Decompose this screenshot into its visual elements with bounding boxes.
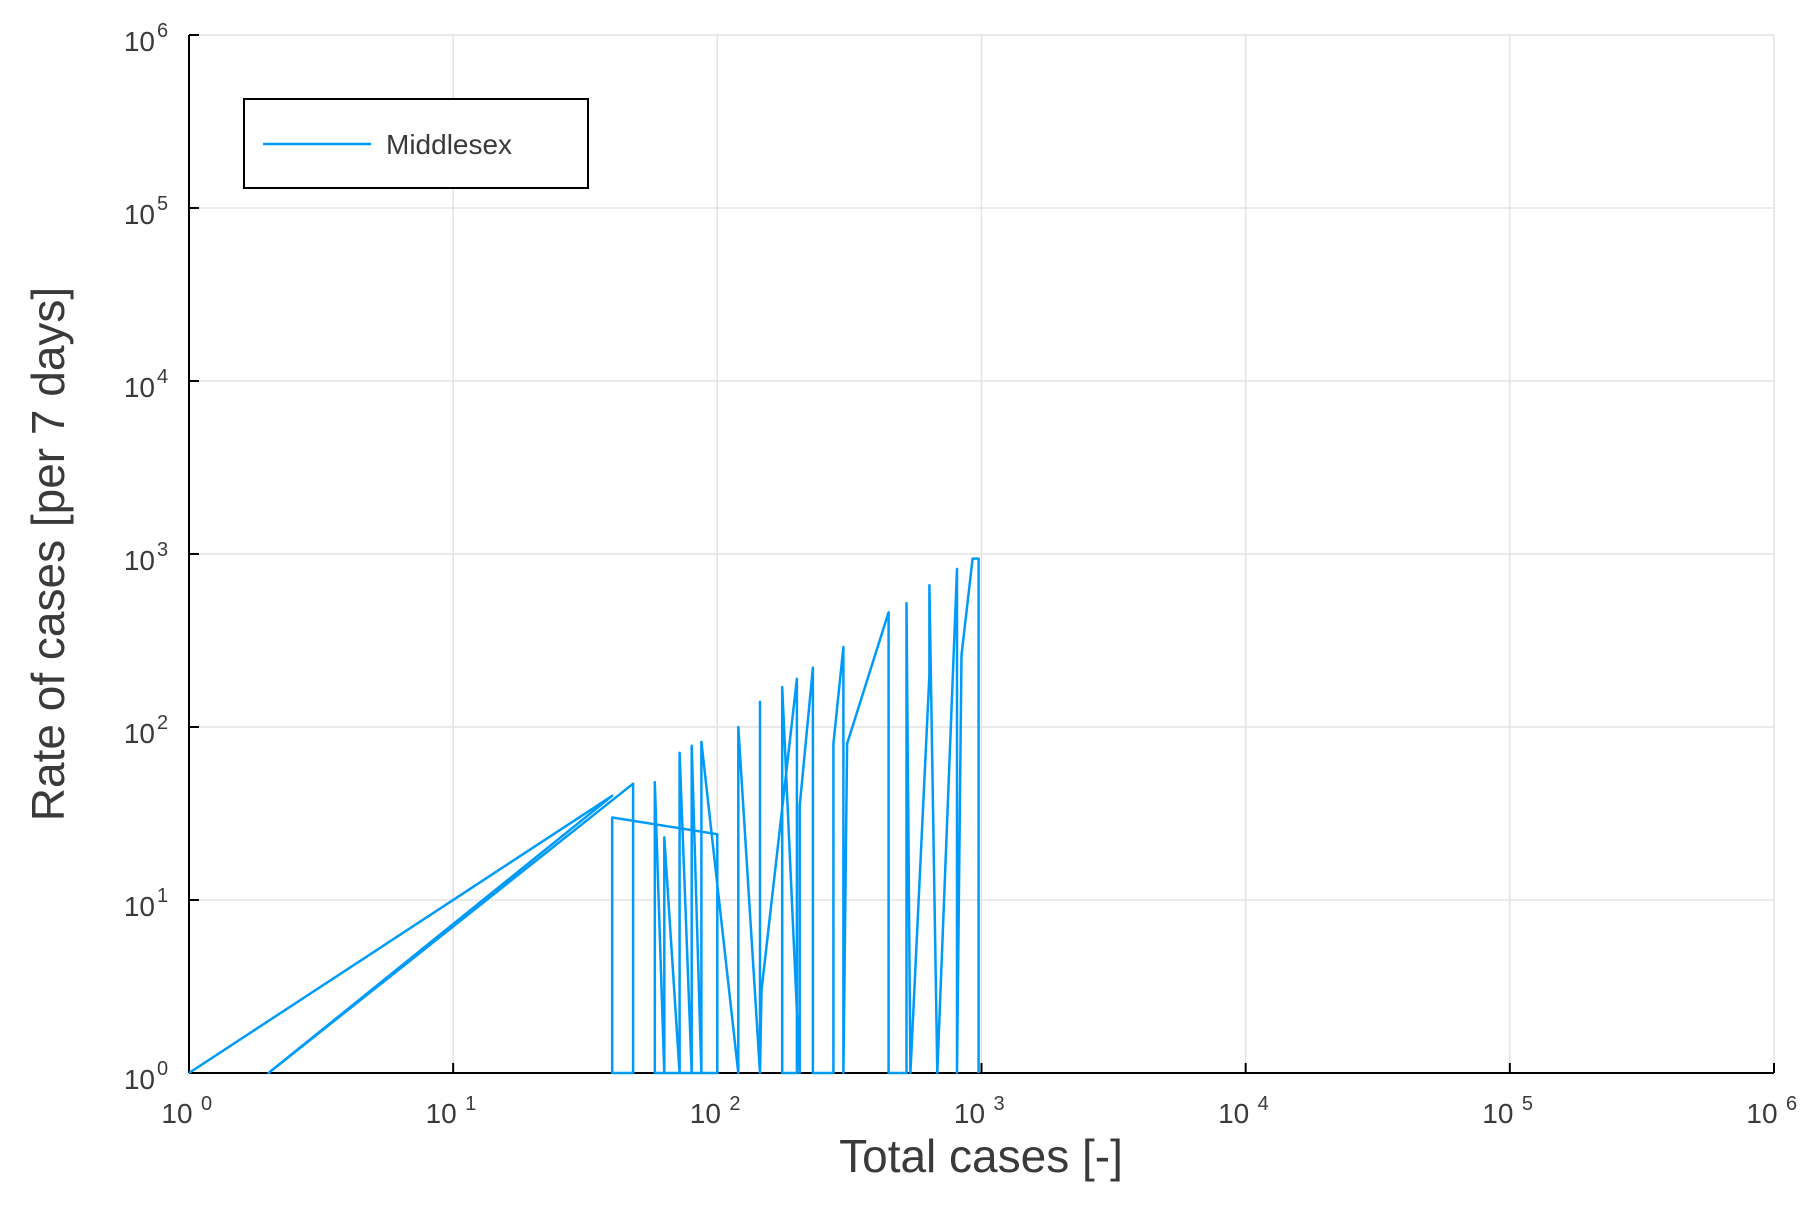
x-tick-label: 10 1 [426,1093,477,1129]
x-tick-label-base: 10 [161,1098,192,1129]
x-tick-label: 10 2 [690,1093,741,1129]
y-tick-label: 10 1 [124,885,168,922]
y-tick-label-exponent: 6 [157,20,168,42]
x-axis-title: Total cases [-] [839,1130,1123,1182]
x-tick-label-base: 10 [690,1098,721,1129]
x-tick-label: 10 3 [954,1093,1005,1129]
series-layer [188,557,980,1075]
x-tick-label-exponent: 2 [729,1093,740,1115]
y-tick-label-base: 10 [124,718,155,749]
y-tick-label-exponent: 3 [157,539,168,561]
y-tick-label: 10 5 [124,193,168,230]
x-tick-label: 10 4 [1218,1093,1269,1129]
grid-layer [188,34,1775,1074]
x-tick-label: 10 6 [1746,1093,1797,1129]
y-tick-label-base: 10 [124,891,155,922]
x-tick-label-exponent: 6 [1786,1093,1797,1115]
y-tick-label-exponent: 5 [157,193,168,215]
x-tick-label-base: 10 [426,1098,457,1129]
y-tick-label: 10 0 [124,1058,168,1095]
y-tick-label: 10 3 [124,539,168,576]
y-tick-label-base: 10 [124,199,155,230]
x-tick-label-base: 10 [1746,1098,1777,1129]
x-tick-label-exponent: 0 [201,1093,212,1115]
y-tick-label-exponent: 2 [157,712,168,734]
y-tick-label-base: 10 [124,1064,155,1095]
x-tick-label-base: 10 [954,1098,985,1129]
y-tick-label: 10 6 [124,20,168,57]
x-tick-label-exponent: 1 [465,1093,476,1115]
y-tick-label-base: 10 [124,26,155,57]
x-tick-label: 10 0 [161,1093,212,1129]
legend: Middlesex [243,98,589,189]
y-tick-label: 10 4 [124,366,168,403]
x-tick-label-base: 10 [1218,1098,1249,1129]
x-tick-label-base: 10 [1482,1098,1513,1129]
ticks-layer: 10 0 10 1 10 2 10 3 10 4 10 5 10 610 010 110 210 310 410 51… [124,20,1797,1129]
y-tick-label-exponent: 4 [157,366,168,388]
y-tick-label: 10 2 [124,712,168,749]
y-axis-title: Rate of cases [per 7 days] [22,287,74,821]
y-tick-label-base: 10 [124,372,155,403]
x-tick-label-exponent: 3 [994,1093,1005,1115]
y-tick-label-exponent: 1 [157,885,168,907]
series-line-middlesex [188,557,980,1075]
x-tick-label-exponent: 5 [1522,1093,1533,1115]
legend-label-middlesex: Middlesex [386,129,512,160]
y-tick-label-exponent: 0 [157,1058,168,1080]
x-tick-label-exponent: 4 [1258,1093,1269,1115]
y-tick-label-base: 10 [124,545,155,576]
x-tick-label: 10 5 [1482,1093,1533,1129]
